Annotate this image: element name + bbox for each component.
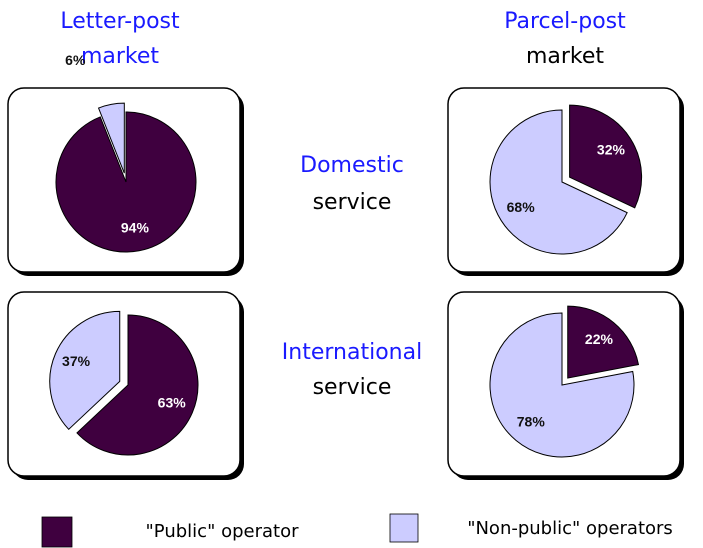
row-label: International xyxy=(282,340,422,365)
pie-slice xyxy=(489,312,635,458)
row-label: Domestic xyxy=(300,153,404,178)
pie-slice xyxy=(97,102,125,174)
row-label: service xyxy=(313,190,392,215)
column-header: Letter-post xyxy=(60,9,180,34)
column-header: Parcel-post xyxy=(504,9,626,34)
legend-swatch xyxy=(389,513,419,543)
slice-label: 63% xyxy=(158,395,187,411)
row-label: service xyxy=(313,375,392,400)
slice-label: 6% xyxy=(65,52,86,68)
slice-label: 37% xyxy=(62,353,91,369)
pie-slice xyxy=(489,109,628,255)
slice-label: 32% xyxy=(597,142,626,158)
pie-slice xyxy=(49,310,121,431)
legend-swatch xyxy=(41,516,73,548)
column-header: market xyxy=(81,44,159,69)
slice-label: 78% xyxy=(517,413,546,429)
legend-label: "Public" operator xyxy=(146,521,300,542)
slice-label: 94% xyxy=(121,219,150,235)
slice-label: 22% xyxy=(585,331,614,347)
pie-slice xyxy=(55,111,197,253)
legend-label: "Non-public" operators xyxy=(467,518,673,539)
column-header: market xyxy=(526,44,604,69)
pie-slice xyxy=(569,104,643,209)
slice-label: 68% xyxy=(507,199,536,215)
pie-slice xyxy=(76,314,199,456)
pie-slice xyxy=(567,305,640,379)
